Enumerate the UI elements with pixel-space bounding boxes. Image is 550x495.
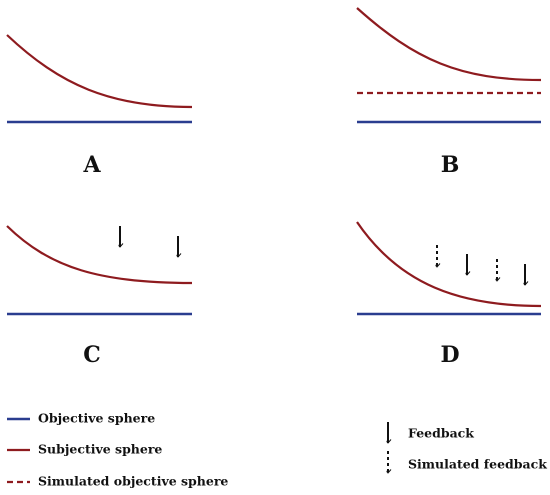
subjective-curve bbox=[356, 221, 542, 308]
panel-label: B bbox=[441, 152, 460, 178]
legend-label: Simulated objective sphere bbox=[38, 474, 228, 489]
legend-label: Subjective sphere bbox=[38, 442, 162, 457]
panel-label: D bbox=[440, 342, 459, 368]
legend-label: Objective sphere bbox=[38, 411, 155, 426]
subjective-curve bbox=[6, 225, 193, 285]
subjective-curve bbox=[6, 34, 193, 109]
legend-label: Feedback bbox=[408, 426, 474, 441]
panel-label: A bbox=[82, 152, 101, 178]
legend-label: Simulated feedback bbox=[408, 457, 547, 472]
panel-label: C bbox=[83, 342, 101, 368]
subjective-curve bbox=[356, 7, 542, 82]
